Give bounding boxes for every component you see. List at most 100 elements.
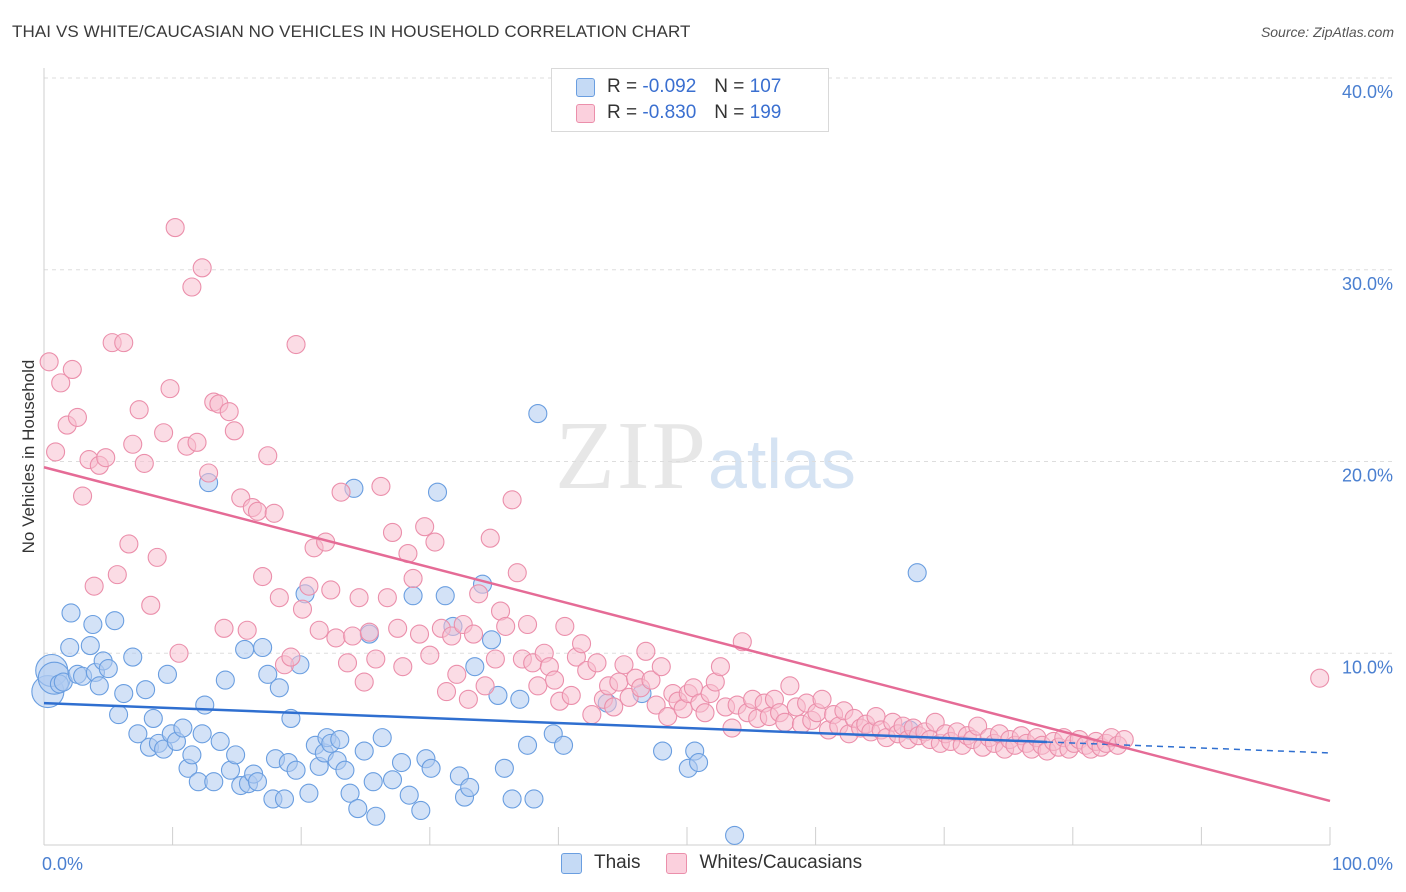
- data-point-thais: [460, 777, 480, 798]
- data-point-thais: [210, 731, 230, 752]
- data-point-thais: [60, 637, 80, 658]
- legend-r-label: R =: [607, 76, 638, 97]
- data-point-whites: [528, 676, 548, 696]
- data-point-thais: [114, 683, 134, 704]
- axis-labels: 10.0% 20.0% 30.0% 40.0% 0.0% 100.0% No Vehicle…: [19, 82, 1393, 874]
- data-point-whites: [331, 482, 351, 502]
- data-point-whites: [480, 528, 500, 548]
- data-point-thais: [382, 770, 403, 790]
- data-point-whites: [420, 645, 440, 665]
- data-point-thais: [98, 659, 118, 679]
- x-tick-label: 100.0%: [1332, 854, 1393, 874]
- data-point-thais: [173, 718, 193, 738]
- data-point-thais: [340, 783, 360, 803]
- data-point-whites: [187, 432, 207, 452]
- data-point-thais: [689, 752, 709, 773]
- legend-n-value: 199: [749, 102, 782, 123]
- y-tick-label: 20.0%: [1342, 466, 1393, 486]
- data-point-thais: [517, 735, 538, 755]
- watermark: ZIPatlas: [555, 400, 856, 512]
- data-point-whites: [224, 421, 244, 441]
- watermark-atlas: atlas: [708, 425, 856, 503]
- data-point-thais: [653, 741, 673, 761]
- data-point-whites: [299, 576, 319, 596]
- data-point-thais: [157, 664, 178, 684]
- data-point-whites: [775, 712, 795, 732]
- data-point-whites: [641, 670, 661, 690]
- data-point-thais: [204, 772, 224, 792]
- data-point-whites: [214, 618, 234, 638]
- data-point-thais: [109, 705, 129, 725]
- data-point-thais: [725, 825, 745, 845]
- data-point-whites: [382, 522, 403, 542]
- legend-label-whites: Whites/Caucasians: [699, 852, 863, 873]
- data-point-thais: [192, 724, 212, 744]
- stats-legend: R = -0.092 N = 107 R = -0.830 N = 199: [551, 68, 829, 132]
- legend-swatch-thais: [561, 852, 582, 874]
- data-point-thais: [215, 670, 235, 690]
- data-point-thais: [372, 728, 392, 748]
- data-point-whites: [780, 676, 800, 696]
- legend-row-thais: R = -0.092 N = 107: [576, 75, 781, 99]
- data-point-thais: [465, 657, 485, 677]
- data-point-whites: [343, 626, 363, 646]
- data-point-whites: [507, 563, 527, 583]
- legend-n-label: N =: [714, 102, 745, 123]
- data-point-whites: [651, 657, 671, 677]
- data-point-whites: [561, 685, 581, 705]
- data-point-whites: [436, 682, 457, 702]
- data-point-whites: [496, 616, 516, 636]
- data-point-thais: [89, 676, 109, 696]
- data-point-thais: [553, 735, 574, 755]
- data-point-whites: [582, 705, 602, 725]
- data-point-thais: [502, 789, 522, 809]
- data-point-whites: [134, 453, 154, 473]
- data-point-whites: [309, 620, 329, 640]
- data-point-whites: [695, 703, 715, 723]
- data-point-thais: [253, 637, 273, 658]
- source-note: Source: ZipAtlas.com: [1260, 24, 1394, 40]
- data-point-whites: [258, 446, 278, 466]
- data-point-thais: [143, 708, 163, 728]
- data-point-whites: [968, 716, 988, 736]
- data-point-thais: [258, 664, 278, 684]
- data-point-whites: [154, 423, 174, 443]
- data-point-whites: [264, 503, 284, 523]
- legend-n-label: N =: [714, 76, 745, 97]
- data-point-whites: [485, 649, 505, 669]
- trend-line-thais-extension: [1047, 741, 1331, 754]
- trend-line-whites: [43, 466, 1331, 803]
- data-point-thais: [80, 636, 100, 656]
- data-point-whites: [199, 463, 219, 483]
- data-point-whites: [46, 442, 66, 462]
- data-point-thais: [226, 745, 246, 765]
- data-point-thais: [299, 783, 319, 803]
- data-point-whites: [237, 620, 257, 640]
- trend-lines: [43, 466, 1331, 803]
- data-point-whites: [292, 599, 313, 619]
- data-point-whites: [571, 634, 592, 654]
- data-point-thais: [435, 586, 455, 606]
- data-point-thais: [123, 647, 143, 667]
- data-point-whites: [646, 695, 666, 715]
- data-point-whites: [67, 407, 87, 427]
- legend-label-thais: Thais: [594, 852, 641, 873]
- data-point-whites: [502, 490, 522, 510]
- data-point-whites: [286, 334, 306, 355]
- data-point-whites: [160, 379, 180, 399]
- data-point-thais: [247, 772, 268, 792]
- data-point-whites: [393, 657, 413, 677]
- data-point-thais: [348, 799, 368, 819]
- data-point-thais: [354, 741, 374, 761]
- data-point-thais: [907, 563, 927, 583]
- legend-row-whites: R = -0.830 N = 199: [576, 101, 781, 125]
- data-point-whites: [349, 588, 369, 608]
- data-point-whites: [129, 400, 149, 420]
- data-point-whites: [587, 653, 607, 673]
- legend-r-label: R =: [607, 102, 638, 123]
- data-point-whites: [169, 643, 189, 663]
- data-point-thais: [83, 614, 103, 635]
- data-point-thais: [182, 745, 202, 765]
- legend-n-value: 107: [749, 76, 782, 97]
